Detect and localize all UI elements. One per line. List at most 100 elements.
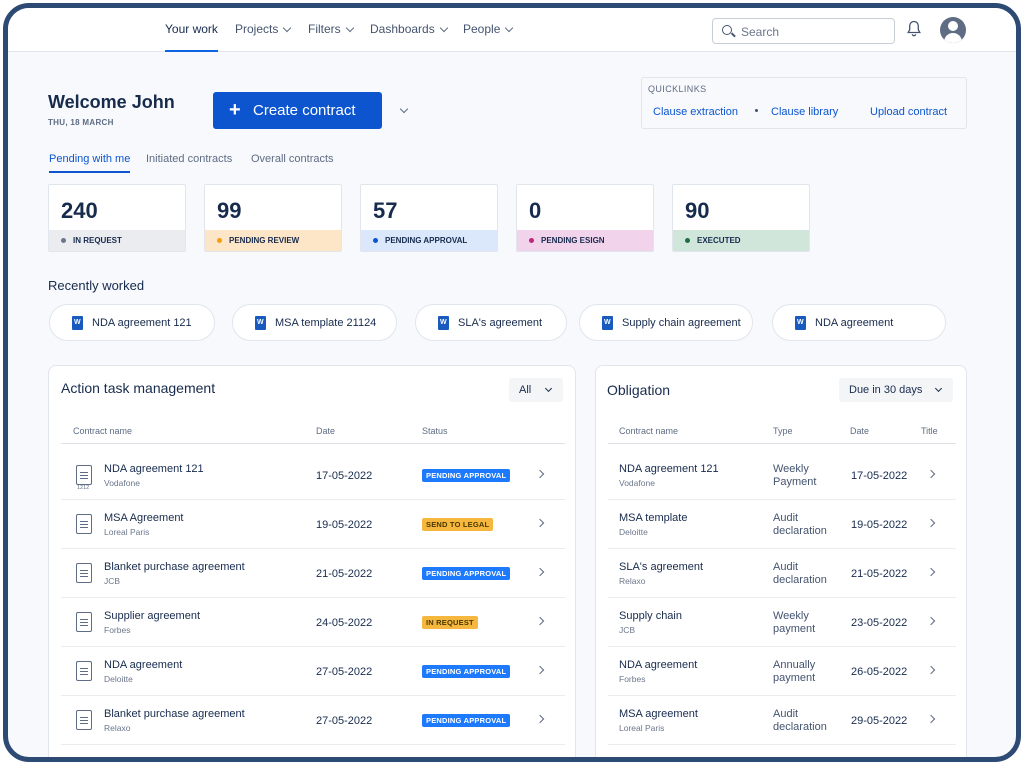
recent-item[interactable]: NDA agreement xyxy=(772,304,946,341)
word-document-icon xyxy=(438,316,449,330)
status-dot-icon xyxy=(217,238,222,243)
quicklink-upload-contract[interactable]: Upload contract xyxy=(870,106,948,118)
quicklink-clause-library[interactable]: Clause library xyxy=(771,106,839,118)
nav-label: People xyxy=(463,22,501,36)
status-card[interactable]: 99 PENDING REVIEW xyxy=(204,184,342,252)
column-header-status: Status xyxy=(422,426,448,436)
status-count: 99 xyxy=(217,198,242,223)
contract-name: NDA agreement 121 xyxy=(619,463,719,475)
status-card[interactable]: 0 PENDING ESIGN xyxy=(516,184,654,252)
chevron-down-icon xyxy=(283,23,292,33)
recent-item-label: SLA's agreement xyxy=(458,317,543,329)
status-label: IN REQUEST xyxy=(73,236,122,245)
contract-date: 24-05-2022 xyxy=(316,617,373,629)
search-placeholder: Search xyxy=(741,25,780,39)
tab-overall-contracts[interactable]: Overall contracts xyxy=(251,153,334,165)
chevron-right-icon[interactable] xyxy=(535,714,545,724)
document-icon xyxy=(76,563,92,583)
chevron-right-icon[interactable] xyxy=(535,567,545,577)
status-dot-icon xyxy=(61,238,66,243)
tab-initiated-contracts[interactable]: Initiated contracts xyxy=(146,153,233,165)
chevron-right-icon[interactable] xyxy=(535,469,545,479)
obligation-date: 26-05-2022 xyxy=(851,666,908,678)
create-contract-button[interactable]: + Create contract xyxy=(213,92,382,129)
contract-name: NDA agreement 121 xyxy=(104,463,204,475)
contract-name: MSA agreement xyxy=(619,708,698,720)
recent-item[interactable]: Supply chain agreement xyxy=(579,304,753,341)
table-row[interactable]: Blanket purchase agreement Relaxo 27-05-20… xyxy=(61,696,565,745)
chevron-right-icon[interactable] xyxy=(926,567,936,577)
obligation-date: 29-05-2022 xyxy=(851,715,908,727)
table-row[interactable]: Blanket purchase agreement JCB 21-05-2022 P… xyxy=(61,549,565,598)
obligation-filter-select[interactable]: Due in 30 days xyxy=(839,378,953,402)
status-badge: IN REQUEST xyxy=(422,616,478,629)
action-panel-title: Action task management xyxy=(61,380,216,396)
avatar[interactable] xyxy=(940,17,966,43)
chevron-right-icon[interactable] xyxy=(926,518,936,528)
chevron-right-icon[interactable] xyxy=(926,616,936,626)
nav-filters[interactable]: Filters xyxy=(308,8,354,52)
nav-your-work[interactable]: Your work xyxy=(165,8,218,52)
search-input[interactable]: Search xyxy=(712,18,895,44)
contract-party: Forbes xyxy=(619,674,646,684)
contract-name: SLA's agreement xyxy=(619,561,704,573)
quicklink-clause-extraction[interactable]: Clause extraction xyxy=(653,106,738,118)
status-label-bar: PENDING APPROVAL xyxy=(361,230,497,251)
word-document-icon xyxy=(795,316,806,330)
bell-icon[interactable] xyxy=(907,20,921,38)
quicklinks-panel: QUICKLINKS Clause extraction Clause libr… xyxy=(641,77,967,129)
search-icon xyxy=(722,25,732,35)
table-row[interactable]: MSA Agreement Loreal Paris 19-05-2022 SEND … xyxy=(61,500,565,549)
table-row[interactable]: NDA agreement Deloitte 27-05-2022 PENDING A… xyxy=(61,647,565,696)
status-card[interactable]: 90 EXECUTED xyxy=(672,184,810,252)
contract-party: Deloitte xyxy=(104,674,133,684)
chevron-right-icon[interactable] xyxy=(926,469,936,479)
recent-item-label: MSA template 21124 xyxy=(275,317,377,329)
chevron-right-icon[interactable] xyxy=(926,665,936,675)
table-row[interactable]: 1212 NDA agreement 121 Vodafone 17-05-2022 P… xyxy=(61,451,565,500)
chevron-down-icon xyxy=(505,23,514,33)
action-filter-select[interactable]: All xyxy=(509,378,563,402)
table-row[interactable]: MSA agreement Loreal Paris Audit declarati… xyxy=(608,696,956,745)
contract-date: 17-05-2022 xyxy=(316,470,373,482)
recent-item-label: Supply chain agreement xyxy=(622,317,741,329)
recent-item[interactable]: NDA agreement 121 xyxy=(49,304,215,341)
contract-party: Forbes xyxy=(104,625,131,635)
status-badge: PENDING APPROVAL xyxy=(422,665,511,678)
status-card[interactable]: 240 IN REQUEST xyxy=(48,184,186,252)
table-row[interactable]: SLA's agreement Relaxo Audit declaration 21… xyxy=(608,549,956,598)
contract-name: Supply chain xyxy=(619,610,682,622)
plus-icon: + xyxy=(229,99,241,121)
nav-dashboards[interactable]: Dashboards xyxy=(370,8,448,52)
recent-item-label: NDA agreement 121 xyxy=(92,317,192,329)
status-count: 0 xyxy=(529,198,542,223)
table-row[interactable]: NDA agreement 121 Vodafone Weekly Payment 1… xyxy=(608,451,956,500)
status-dot-icon xyxy=(373,238,378,243)
nav-people[interactable]: People xyxy=(463,8,514,52)
status-badge: PENDING APPROVAL xyxy=(422,714,511,727)
contract-name: MSA Agreement xyxy=(104,512,184,524)
status-card[interactable]: 57 PENDING APPROVAL xyxy=(360,184,498,252)
contract-name: NDA agreement xyxy=(104,659,183,671)
nav-projects[interactable]: Projects xyxy=(235,8,292,52)
chevron-right-icon[interactable] xyxy=(535,518,545,528)
create-options-chevron-icon[interactable] xyxy=(399,104,409,114)
chevron-right-icon[interactable] xyxy=(535,665,545,675)
table-row[interactable]: NDA agreement Forbes Annually payment 26-05… xyxy=(608,647,956,696)
recent-item[interactable]: MSA template 21124 xyxy=(232,304,397,341)
status-label: EXECUTED xyxy=(697,236,741,245)
table-row[interactable]: Supplier agreement Forbes 24-05-2022 IN REQ… xyxy=(61,598,565,647)
top-navigation: Your work Projects Filters Dashboards Pe… xyxy=(8,8,1016,52)
chevron-right-icon[interactable] xyxy=(926,714,936,724)
recent-item[interactable]: SLA's agreement xyxy=(415,304,567,341)
contract-party: Vodafone xyxy=(104,478,140,488)
status-label-bar: PENDING REVIEW xyxy=(205,230,341,251)
status-label-bar: PENDING ESIGN xyxy=(517,230,653,251)
action-task-panel: Action task management All Contract name… xyxy=(48,365,576,757)
status-dot-icon xyxy=(529,238,534,243)
table-row[interactable]: MSA template Deloitte Audit declaration 19-… xyxy=(608,500,956,549)
tab-pending-with-me[interactable]: Pending with me xyxy=(49,153,131,173)
status-count: 240 xyxy=(61,198,98,223)
chevron-right-icon[interactable] xyxy=(535,616,545,626)
table-row[interactable]: Supply chain JCB Weekly payment 23-05-2022 xyxy=(608,598,956,647)
